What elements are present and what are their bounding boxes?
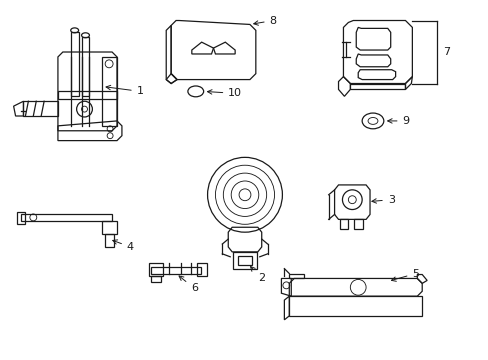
Text: 9: 9 — [387, 116, 409, 126]
Text: 2: 2 — [250, 266, 264, 283]
Text: 6: 6 — [179, 276, 198, 293]
Text: 5: 5 — [391, 269, 419, 281]
Text: 1: 1 — [106, 85, 143, 96]
Text: 7: 7 — [442, 47, 449, 57]
Text: 10: 10 — [207, 88, 242, 98]
Text: 8: 8 — [253, 15, 276, 26]
Text: 3: 3 — [371, 195, 394, 205]
Text: 4: 4 — [113, 240, 134, 252]
